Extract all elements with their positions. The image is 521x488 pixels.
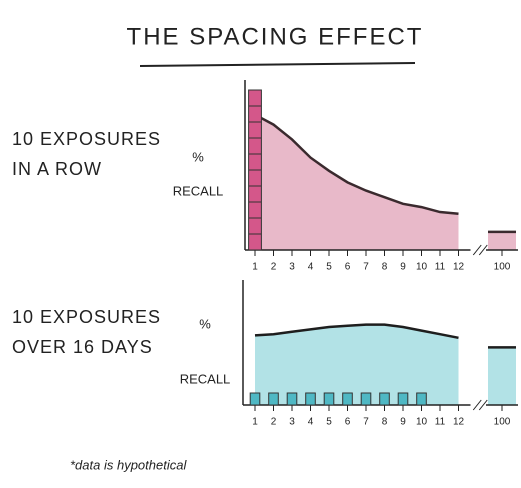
footnote: *data is hypothetical xyxy=(70,457,187,472)
title: THE SPACING EFFECT xyxy=(127,23,424,50)
y-axis-label: % xyxy=(199,316,211,331)
x-tick-label: 7 xyxy=(363,262,369,273)
x-tick-label: 11 xyxy=(435,262,446,273)
exposure xyxy=(306,393,316,405)
exposure xyxy=(398,393,408,405)
exposure xyxy=(380,393,390,405)
x-tick-label: 100 xyxy=(494,262,511,273)
x-tick-label: 2 xyxy=(271,262,277,273)
x-tick-label: 12 xyxy=(453,417,465,428)
exposure xyxy=(324,393,334,405)
row-label: IN A ROW xyxy=(12,159,102,179)
x-tick-label: 10 xyxy=(416,417,428,428)
x-tick-label: 1 xyxy=(252,262,258,273)
x-tick-label: 8 xyxy=(382,262,388,273)
y-axis-label: % xyxy=(192,149,204,164)
title-underline xyxy=(140,63,415,66)
y-axis-label: RECALL xyxy=(180,371,231,386)
exposure xyxy=(287,393,297,405)
exposure xyxy=(250,393,260,405)
exposure xyxy=(269,393,279,405)
x-tick-label: 9 xyxy=(400,262,406,273)
x-tick-label: 10 xyxy=(416,262,428,273)
row-label: 10 EXPOSURES xyxy=(12,129,161,149)
row-label: OVER 16 DAYS xyxy=(12,337,153,357)
exposure xyxy=(417,393,427,405)
x-tick-label: 5 xyxy=(326,262,332,273)
x-tick-label: 7 xyxy=(363,417,369,428)
x-tick-label: 12 xyxy=(453,262,465,273)
area xyxy=(488,232,516,250)
x-tick-label: 3 xyxy=(289,417,295,428)
y-axis-label: RECALL xyxy=(173,183,224,198)
x-tick-label: 100 xyxy=(494,417,511,428)
x-tick-label: 3 xyxy=(289,262,295,273)
x-tick-label: 6 xyxy=(345,417,351,428)
row-label: 10 EXPOSURES xyxy=(12,307,161,327)
x-tick-label: 1 xyxy=(252,417,258,428)
x-tick-label: 2 xyxy=(271,417,277,428)
area xyxy=(255,325,459,405)
x-tick-label: 6 xyxy=(345,262,351,273)
x-tick-label: 8 xyxy=(382,417,388,428)
area xyxy=(488,347,516,405)
x-tick-label: 4 xyxy=(308,262,314,273)
exposure xyxy=(361,393,371,405)
x-tick-label: 5 xyxy=(326,417,332,428)
page: THE SPACING EFFECT *data is hypothetical… xyxy=(0,0,521,488)
x-tick-label: 4 xyxy=(308,417,314,428)
x-tick-label: 9 xyxy=(400,417,406,428)
exposure xyxy=(343,393,353,405)
x-tick-label: 11 xyxy=(435,417,446,428)
